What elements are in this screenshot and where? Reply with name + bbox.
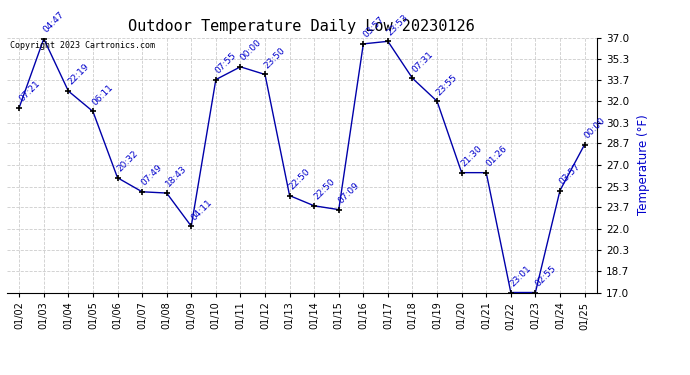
Text: 02:55: 02:55 [533, 264, 558, 288]
Text: 07:09: 07:09 [337, 181, 361, 206]
Text: 07:31: 07:31 [411, 50, 435, 74]
Text: 18:43: 18:43 [164, 164, 189, 189]
Text: 06:11: 06:11 [91, 82, 115, 107]
Text: 00:00: 00:00 [582, 116, 607, 140]
Y-axis label: Temperature (°F): Temperature (°F) [638, 115, 651, 215]
Text: 21:30: 21:30 [460, 144, 484, 168]
Text: 20:32: 20:32 [115, 149, 140, 174]
Text: 04:11: 04:11 [189, 198, 214, 222]
Text: 23:50: 23:50 [263, 46, 287, 70]
Title: Outdoor Temperature Daily Low 20230126: Outdoor Temperature Daily Low 20230126 [128, 18, 475, 33]
Text: 22:50: 22:50 [312, 177, 337, 202]
Text: 04:47: 04:47 [41, 10, 66, 34]
Text: 23:55: 23:55 [435, 72, 460, 97]
Text: 03:57: 03:57 [558, 162, 582, 186]
Text: 07:49: 07:49 [140, 163, 164, 188]
Text: Copyright 2023 Cartronics.com: Copyright 2023 Cartronics.com [10, 41, 155, 50]
Text: 23:53: 23:53 [386, 13, 411, 37]
Text: 07:55: 07:55 [214, 51, 238, 75]
Text: 22:19: 22:19 [66, 62, 90, 87]
Text: 03:57: 03:57 [361, 15, 386, 40]
Text: 01:26: 01:26 [484, 144, 509, 168]
Text: 07:21: 07:21 [17, 79, 41, 104]
Text: 00:00: 00:00 [238, 38, 263, 63]
Text: 23:01: 23:01 [509, 264, 533, 288]
Text: 22:50: 22:50 [288, 167, 312, 191]
